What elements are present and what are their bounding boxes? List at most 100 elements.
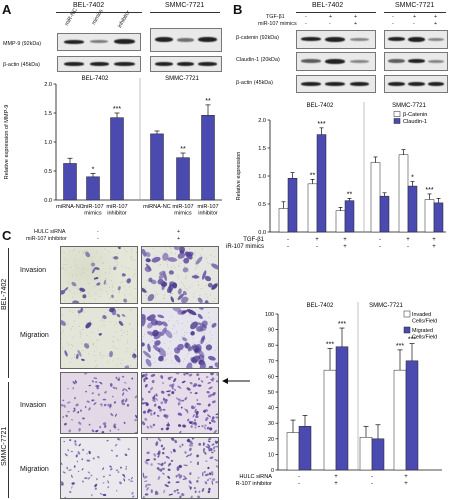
- membrane-pore: [170, 316, 172, 318]
- stained-cell: [68, 429, 72, 433]
- treatment-sign: +: [315, 237, 319, 243]
- stained-cell: [173, 489, 177, 493]
- stained-cell: [157, 405, 161, 409]
- stained-cell: [182, 478, 188, 480]
- stained-cell: [115, 387, 118, 390]
- membrane-pore: [194, 268, 196, 270]
- stained-cell: [159, 270, 166, 275]
- stained-cell: [161, 382, 165, 384]
- stained-cell: [117, 247, 121, 250]
- membrane-pore: [73, 293, 75, 295]
- significance-label: ***: [396, 343, 404, 350]
- membrane-pore: [117, 309, 119, 311]
- membrane-pore: [176, 320, 178, 322]
- stained-cell: [104, 424, 107, 428]
- stained-cell: [92, 457, 95, 460]
- membrane-pore: [170, 292, 172, 294]
- membrane-pore: [120, 363, 122, 365]
- b-sign: +: [434, 14, 438, 20]
- legend-label: Claudin-1: [403, 119, 427, 125]
- membrane-pore: [143, 333, 145, 335]
- membrane-pore: [125, 316, 127, 318]
- b-blot-label-catenin: β-catenin (92kDa): [236, 35, 279, 41]
- stained-cell: [142, 248, 147, 257]
- stained-cell: [201, 488, 205, 492]
- membrane-pore: [117, 357, 119, 359]
- b-blot-label-actin: β-actin (45kDa): [236, 80, 273, 86]
- stained-cell: [142, 472, 145, 478]
- stained-cell: [178, 474, 183, 479]
- stained-cell: [109, 350, 113, 358]
- membrane-pore: [194, 263, 196, 265]
- stained-cell: [147, 343, 151, 353]
- membrane-pore: [103, 321, 105, 323]
- stained-cell: [155, 441, 159, 447]
- stained-cell: [81, 480, 85, 483]
- stained-cell: [99, 403, 103, 406]
- stained-cell: [95, 267, 100, 270]
- membrane-pore: [78, 325, 80, 327]
- membrane-pore: [146, 291, 148, 293]
- membrane-pore: [187, 299, 189, 301]
- stained-cell: [142, 496, 145, 498]
- membrane-pore: [95, 298, 97, 300]
- stained-cell: [144, 493, 149, 496]
- membrane-pore: [170, 353, 172, 355]
- membrane-pore: [109, 265, 111, 267]
- membrane-pore: [182, 360, 184, 362]
- b-sign: -: [413, 21, 415, 27]
- membrane-pore: [115, 265, 117, 267]
- stained-cell: [96, 282, 101, 286]
- treatment-sign: -: [371, 481, 373, 487]
- stained-cell: [186, 439, 192, 443]
- membrane-pore: [130, 257, 132, 259]
- stained-cell: [162, 472, 165, 475]
- stained-cell: [196, 454, 199, 458]
- membrane-pore: [88, 353, 90, 355]
- membrane-pore: [75, 264, 77, 266]
- stained-cell: [157, 455, 160, 458]
- stained-cell: [123, 298, 128, 303]
- stained-cell: [117, 438, 121, 441]
- membrane-pore: [87, 292, 89, 294]
- membrane-pore: [208, 312, 210, 314]
- membrane-pore: [147, 301, 149, 303]
- membrane-pore: [131, 251, 133, 253]
- stained-cell: [134, 431, 137, 433]
- bar: [307, 183, 318, 233]
- membrane-pore: [205, 284, 207, 286]
- stained-cell: [101, 430, 105, 433]
- stained-cell: [187, 418, 190, 422]
- membrane-pore: [99, 284, 101, 286]
- membrane-pore: [83, 309, 85, 311]
- stained-cell: [192, 385, 197, 388]
- a-underline-2: [150, 12, 220, 13]
- membrane-pore: [176, 332, 178, 334]
- membrane-pore: [187, 289, 189, 291]
- membrane-pore: [208, 263, 210, 265]
- membrane-pore: [166, 263, 168, 265]
- stained-cell: [78, 427, 81, 432]
- membrane-pore: [65, 260, 67, 262]
- membrane-pore: [123, 285, 125, 287]
- bar: [176, 157, 190, 201]
- treatment-sign: -: [407, 244, 409, 250]
- membrane-pore: [86, 322, 88, 324]
- membrane-pore: [112, 290, 114, 292]
- stained-cell: [70, 450, 74, 453]
- bar: [424, 199, 435, 233]
- membrane-pore: [210, 255, 212, 257]
- stained-cell: [134, 418, 137, 422]
- membrane-pore: [147, 350, 149, 352]
- membrane-pore: [172, 328, 174, 330]
- bar: [359, 436, 373, 471]
- membrane-pore: [121, 276, 123, 278]
- stained-cell: [142, 421, 146, 426]
- stained-cell: [146, 438, 149, 440]
- stained-cell: [215, 413, 218, 416]
- membrane-pore: [151, 340, 153, 342]
- a-underline-1: [56, 12, 142, 13]
- membrane-pore: [97, 333, 99, 335]
- stained-cell: [205, 408, 209, 412]
- membrane-pore: [79, 332, 81, 334]
